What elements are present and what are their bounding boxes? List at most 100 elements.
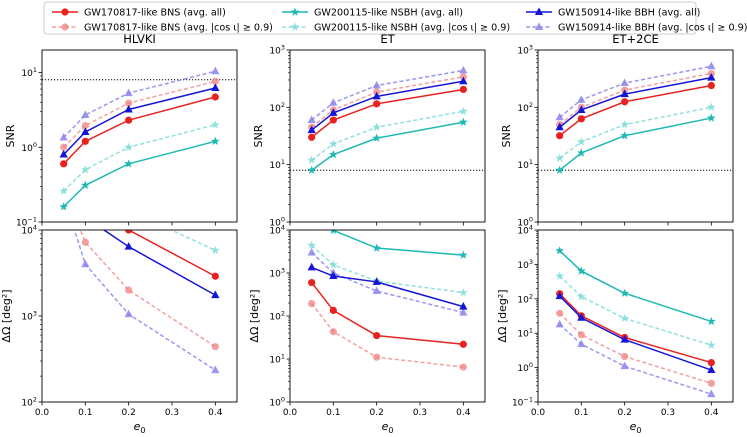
legend-entry-bbh_all: GW150914-like BBH (avg. all)	[526, 7, 700, 19]
data-point-nsbh_cos	[458, 106, 468, 116]
data-point-nsbh_cos	[620, 119, 630, 129]
panel-title-et: ET	[380, 32, 395, 46]
data-point-bbh_cos	[620, 78, 629, 87]
data-point-nsbh_cos	[328, 260, 338, 269]
ytick-label: 103	[269, 44, 285, 57]
ytick-label: 101	[269, 158, 285, 171]
data-point-bns_cos	[211, 77, 219, 86]
panel-title-et2ce: ET+2CE	[612, 32, 659, 46]
ylabel-omega-et2ce: ΔΩ [deg²]	[496, 289, 509, 342]
series-line-nsbh_all	[559, 117, 712, 171]
xtick-label: 0.2	[618, 408, 632, 418]
ytick-label: 100	[21, 141, 37, 154]
ylabel-snr-et: SNR	[252, 124, 265, 147]
data-point-bbh_cos	[459, 307, 468, 316]
data-point-nsbh_cos	[555, 271, 565, 280]
plot-area-snr-0	[42, 66, 237, 211]
ytick-label: 10−1	[512, 396, 533, 409]
data-point-bbh_all	[81, 127, 90, 135]
series-line-bbh_all	[311, 266, 464, 308]
data-point-nsbh_all	[555, 246, 565, 255]
axes-omega-0: 102 103 104 0.0 0.1 0.2 0.3 0.4	[21, 79, 238, 418]
series-line-nsbh_all	[331, 230, 464, 256]
legend-frame	[43, 1, 697, 35]
data-point-bbh_all	[124, 242, 133, 250]
axes-frame	[289, 229, 486, 403]
legend-entry-bbh_cos: GW150914-like BBH (avg. |cos ι| ≥ 0.9)	[526, 22, 747, 34]
data-point-nsbh_cos	[124, 206, 133, 214]
ytick-label: 104	[517, 224, 533, 237]
ylabel-omega-et: ΔΩ [deg²]	[248, 289, 261, 342]
data-point-bbh_cos	[555, 112, 564, 121]
data-point-bbh_all	[372, 91, 381, 100]
xtick-label: 0.2	[370, 408, 384, 418]
xtick-label: 0.4	[704, 408, 719, 418]
series-line-bbh_cos	[73, 230, 216, 371]
series-line-nsbh_all	[63, 140, 216, 208]
data-point-nsbh_all	[307, 165, 317, 174]
xtick-label: 0.1	[326, 408, 340, 418]
legend-marker-bns_cos	[61, 23, 69, 31]
series-line-bns_cos	[311, 303, 464, 368]
axes-omega-2: 10−1 100 101 102 103 104 0.0 0.1 0.2 0.3 0.4	[512, 224, 734, 418]
ylabel-omega-hlvki: ΔΩ [deg²]	[0, 289, 13, 342]
legend-marker-bbh_cos	[534, 22, 544, 30]
series-line-bbh_all	[311, 80, 464, 131]
data-point-bbh_cos	[124, 309, 133, 318]
data-point-bns_cos	[329, 328, 337, 336]
data-point-bbh_all	[577, 313, 586, 321]
data-point-bbh_cos	[459, 65, 468, 74]
data-point-bns_all	[556, 132, 564, 140]
data-point-bns_all	[329, 116, 337, 124]
xtick-label: 0.2	[122, 408, 136, 418]
legend-label-nsbh_all: GW200115-like NSBH (avg. all)	[314, 8, 463, 19]
ytick-label: 102	[269, 101, 285, 114]
legend: GW170817-like BNS (avg. all) GW170817-lik…	[43, 1, 747, 35]
legend-entry-nsbh_cos: GW200115-like NSBH (avg. |cos ι| ≥ 0.9)	[282, 22, 510, 34]
series-line-bbh_cos	[559, 323, 712, 395]
data-point-nsbh_cos	[80, 165, 90, 174]
legend-label-bbh_cos: GW150914-like BBH (avg. |cos ι| ≥ 0.9)	[558, 23, 747, 34]
ytick-label: 101	[517, 158, 533, 171]
ytick-label: 101	[269, 353, 285, 366]
series-line-bns_all	[311, 282, 464, 346]
data-point-bbh_cos	[307, 115, 316, 124]
data-point-nsbh_all	[706, 113, 716, 122]
data-point-bns_all	[125, 116, 133, 124]
data-point-nsbh_cos	[576, 137, 586, 146]
series-line-nsbh_cos	[311, 244, 464, 294]
data-point-bns_cos	[81, 121, 89, 130]
data-point-nsbh_cos	[458, 288, 468, 297]
data-point-bns_cos	[556, 309, 564, 317]
ytick-label: 100	[269, 396, 285, 409]
ytick-label: 103	[517, 258, 533, 271]
series-line-bbh_cos	[63, 70, 216, 139]
data-point-nsbh_all	[59, 202, 69, 211]
legend-marker-nsbh_cos	[290, 22, 300, 31]
legend-label-bbh_all: GW150914-like BBH (avg. all)	[558, 8, 700, 19]
data-point-bbh_cos	[81, 259, 90, 268]
data-point-bns_all	[459, 340, 467, 348]
data-point-nsbh_all	[328, 149, 338, 159]
data-point-bbh_all	[307, 262, 316, 271]
data-point-nsbh_all	[576, 148, 586, 157]
data-point-nsbh_cos	[210, 245, 220, 255]
series-line-nsbh_cos	[559, 106, 712, 159]
data-point-bbh_cos	[555, 319, 564, 328]
xlabel-et: e0	[382, 420, 394, 435]
data-point-bns_all	[459, 85, 467, 94]
ytick-label: 102	[21, 396, 37, 409]
axes-omega-1: 100 101 102 103 104 0.0 0.1 0.2 0.3 0.4	[269, 224, 486, 418]
data-point-nsbh_cos	[620, 313, 630, 323]
axes-frame	[41, 49, 238, 223]
data-point-nsbh_all	[59, 79, 68, 87]
data-point-bbh_all	[707, 365, 716, 374]
series-line-bbh_all	[102, 230, 216, 296]
plot-area-snr-1	[290, 65, 485, 174]
data-point-bns_all	[707, 358, 715, 367]
series-line-nsbh_cos	[559, 275, 712, 346]
xtick-label: 0.0	[531, 408, 546, 418]
series-line-bns_all	[127, 230, 216, 277]
ytick-label: 10−1	[16, 216, 37, 229]
ytick-label: 103	[517, 44, 533, 57]
